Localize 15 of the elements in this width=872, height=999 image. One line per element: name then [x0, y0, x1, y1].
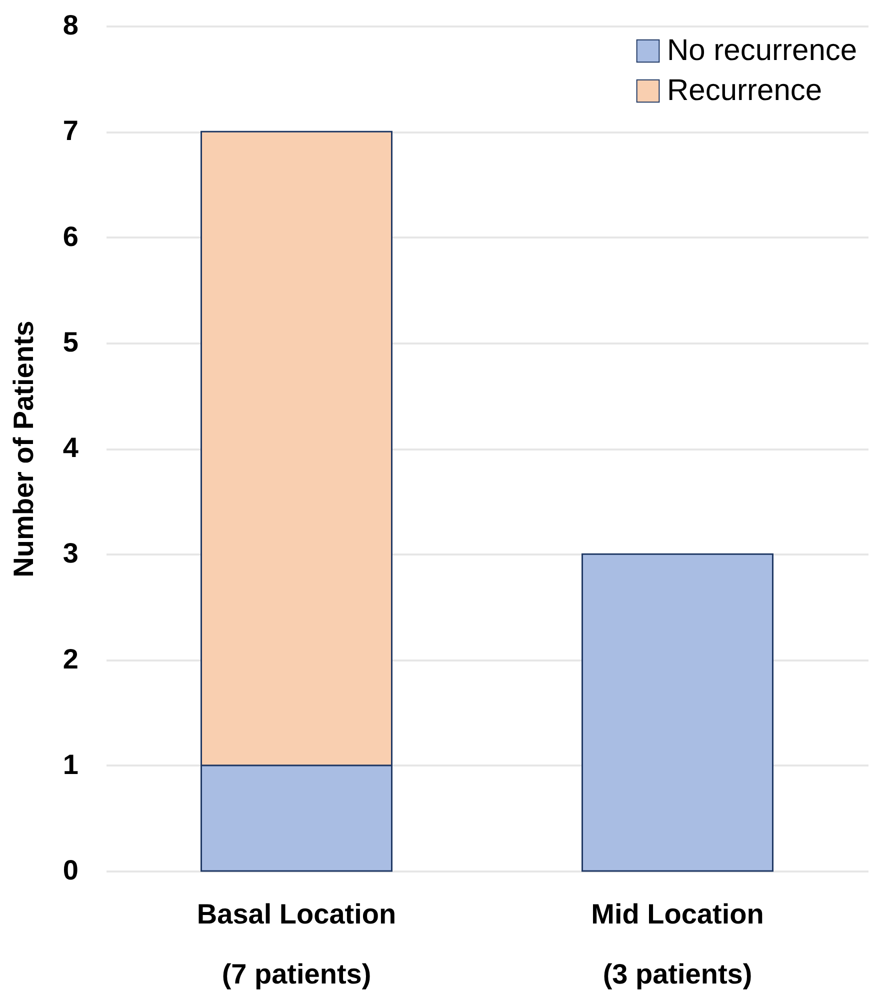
- y-tick-label: 6: [62, 220, 78, 252]
- y-axis-title: Number of Patients: [8, 320, 39, 578]
- y-tick-label: 8: [62, 10, 78, 40]
- y-tick-label: 0: [62, 854, 78, 886]
- y-tick-label: 4: [62, 432, 79, 463]
- legend-label: Recurrence: [667, 74, 822, 107]
- y-tick-label: 1: [62, 748, 78, 780]
- y-tick-label: 5: [62, 326, 78, 358]
- legend-label: No recurrence: [667, 34, 858, 67]
- bar: [582, 553, 774, 872]
- y-tick-label: 3: [62, 538, 78, 569]
- y-tick-label: 2: [62, 643, 78, 674]
- y-tick-label: 7: [62, 115, 78, 146]
- x-tick-label: Mid Location (3 patients): [591, 898, 764, 990]
- x-tick-label: Basal Location (7 patients): [196, 898, 396, 990]
